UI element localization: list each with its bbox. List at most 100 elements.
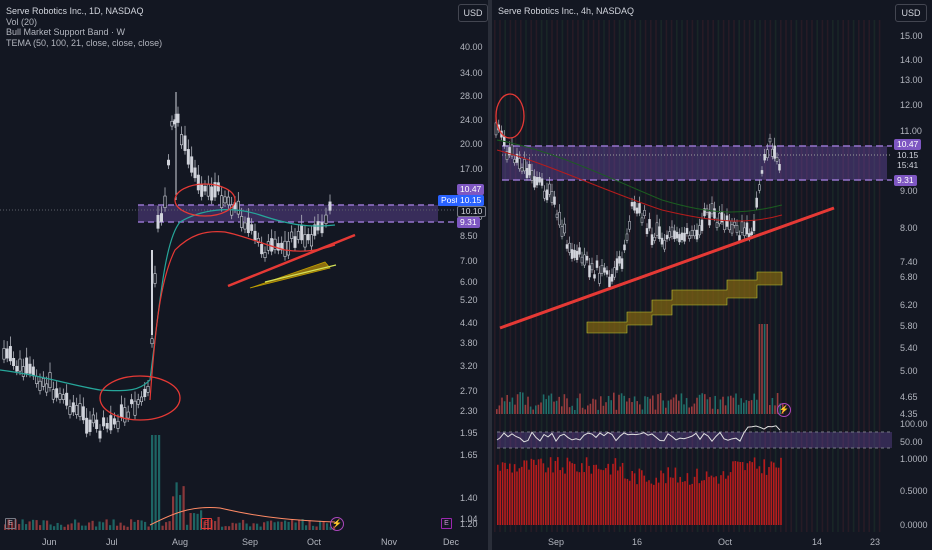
histogram-bar bbox=[645, 481, 648, 525]
histogram-bar bbox=[674, 467, 677, 525]
lightning-icon-4h[interactable]: ⚡ bbox=[777, 403, 791, 417]
candle-body bbox=[513, 159, 516, 164]
candle-body bbox=[300, 224, 304, 241]
candle-body bbox=[543, 190, 546, 199]
session-stripe bbox=[863, 20, 865, 532]
histogram-bar bbox=[559, 470, 561, 525]
price-tick: 1.20 bbox=[460, 519, 478, 529]
session-stripe bbox=[634, 20, 636, 532]
candle-body bbox=[200, 184, 204, 197]
candle-body bbox=[508, 147, 511, 156]
candle-body bbox=[146, 386, 150, 393]
session-stripe bbox=[629, 20, 631, 532]
volume-bar bbox=[175, 482, 178, 530]
time-tick: Oct bbox=[718, 537, 733, 547]
earnings-marker-3[interactable]: E bbox=[441, 518, 452, 529]
osc-tick: 50.00 bbox=[900, 437, 923, 447]
histogram-bar bbox=[583, 472, 585, 525]
chart-pane-daily[interactable]: Serve Robotics Inc., 1D, NASDAQ Vol (20)… bbox=[0, 0, 488, 550]
candle-body bbox=[698, 225, 701, 236]
candle-body bbox=[745, 222, 749, 235]
volume-bar bbox=[298, 519, 301, 530]
candle-body bbox=[625, 233, 629, 241]
currency-button-daily[interactable]: USD bbox=[458, 4, 488, 22]
volume-bar-4h bbox=[652, 395, 654, 414]
candle-body bbox=[5, 348, 9, 359]
volume-bar-4h bbox=[745, 400, 748, 414]
candle-body bbox=[95, 419, 99, 429]
histogram-bar bbox=[545, 472, 547, 525]
indicator-bmsb[interactable]: Bull Market Support Band · W bbox=[6, 27, 126, 37]
volume-bar bbox=[77, 522, 80, 530]
price-tick: 3.80 bbox=[460, 338, 478, 348]
price-tick: 4.65 bbox=[900, 392, 918, 402]
earnings-marker-2[interactable]: E bbox=[201, 518, 212, 529]
daily-chart-canvas[interactable] bbox=[0, 0, 488, 550]
histogram-bar bbox=[648, 480, 650, 525]
pane-divider[interactable] bbox=[488, 0, 492, 550]
4h-chart-canvas[interactable] bbox=[492, 0, 932, 550]
candle-body bbox=[615, 258, 619, 271]
histogram-bar bbox=[669, 477, 672, 525]
volume-bar bbox=[259, 526, 262, 530]
volume-bar-4h bbox=[597, 409, 599, 414]
histogram-bar bbox=[595, 464, 597, 525]
histogram-bar bbox=[744, 470, 746, 525]
time-tick: 23 bbox=[870, 537, 881, 547]
volume-bar-4h bbox=[566, 398, 568, 414]
earnings-marker-1[interactable]: E bbox=[5, 518, 16, 529]
indicator-vol[interactable]: Vol (20) bbox=[6, 16, 38, 27]
price-label-lower-4h: 9.31 bbox=[894, 175, 917, 186]
candle-body bbox=[540, 178, 544, 186]
chart-pane-4h[interactable]: Serve Robotics Inc., 4h, NASDAQ USD 15.0… bbox=[492, 0, 932, 550]
candle-body bbox=[750, 231, 753, 236]
histogram-bar bbox=[600, 469, 602, 525]
candle-body bbox=[690, 230, 694, 236]
volume-bar bbox=[140, 520, 143, 530]
price-label-upper-4h: 10.47 bbox=[894, 139, 922, 150]
volume-bar bbox=[252, 523, 255, 530]
volume-bar bbox=[280, 521, 283, 530]
histogram-bar bbox=[777, 467, 780, 525]
lightning-icon[interactable]: ⚡ bbox=[330, 517, 344, 531]
session-stripe bbox=[842, 20, 844, 532]
histogram-bar bbox=[739, 461, 741, 525]
histogram-bar bbox=[506, 468, 509, 525]
annotation-circle-4h bbox=[495, 93, 525, 139]
candle-body bbox=[293, 236, 297, 248]
histogram-bar bbox=[641, 470, 643, 525]
candle-body bbox=[290, 231, 294, 239]
histogram-bar bbox=[497, 464, 499, 525]
volume-bar bbox=[67, 524, 70, 530]
candle-body bbox=[167, 159, 171, 166]
candle-body bbox=[28, 363, 32, 374]
histogram-bar bbox=[585, 457, 588, 525]
candle-body bbox=[773, 145, 776, 159]
candle-body bbox=[650, 234, 654, 245]
candle-body bbox=[193, 167, 197, 179]
candle-body bbox=[620, 258, 624, 269]
volume-bar-4h bbox=[675, 394, 677, 414]
candle-body bbox=[605, 270, 609, 275]
volume-bar bbox=[270, 520, 273, 530]
histogram-bar bbox=[662, 473, 665, 525]
volume-bar bbox=[235, 523, 238, 530]
session-stripe bbox=[530, 20, 532, 532]
price-tick: 5.80 bbox=[900, 321, 918, 331]
candle-body bbox=[675, 231, 679, 239]
indicator-tema[interactable]: TEMA (50, 100, 21, close, close, close) bbox=[6, 37, 163, 48]
volume-bar-4h bbox=[678, 400, 680, 414]
volume-bar-4h bbox=[737, 404, 740, 414]
histogram-bar bbox=[657, 482, 660, 525]
candle-body bbox=[116, 420, 120, 429]
candle-body bbox=[718, 212, 721, 225]
currency-button-4h[interactable]: USD bbox=[895, 4, 927, 22]
candle-body bbox=[160, 213, 164, 222]
price-tick: 8.50 bbox=[460, 231, 478, 241]
volume-bar bbox=[231, 522, 234, 530]
candle-body bbox=[743, 227, 746, 236]
price-tick: 1.95 bbox=[460, 428, 478, 438]
volume-bar bbox=[158, 435, 161, 530]
candle-body bbox=[715, 222, 719, 228]
histogram-bar bbox=[571, 463, 573, 525]
